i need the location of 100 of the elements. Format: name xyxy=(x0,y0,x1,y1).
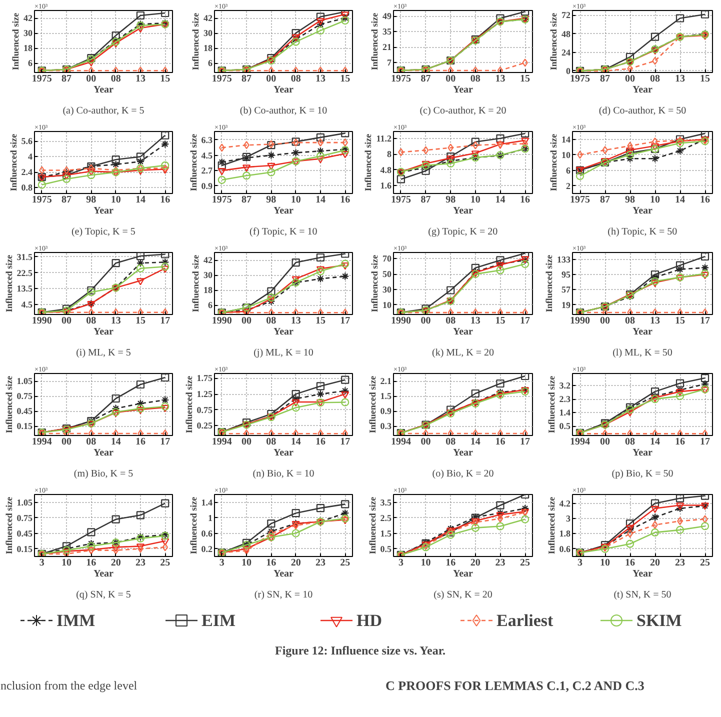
text: (k) ML, K = 20 xyxy=(432,348,494,358)
x-tick-label: 98 xyxy=(625,194,635,206)
y-tick-label: 0.15 xyxy=(16,421,33,431)
x-tick-label: 16 xyxy=(160,194,170,206)
x-tick-label: 13 xyxy=(135,74,146,84)
text: (l) ML, K = 50 xyxy=(612,348,672,358)
x-tick-label: 1975 xyxy=(390,194,411,206)
text: nclusion from the edge level xyxy=(0,678,138,692)
x-tick-label: 14 xyxy=(110,436,121,448)
y-axis-title: Influenced size xyxy=(370,12,380,70)
text: (g) Topic, K = 20 xyxy=(428,226,498,238)
y-tick-label: 48 xyxy=(562,28,571,39)
x-tick-label: 00 xyxy=(242,436,252,448)
x-axis-title: Year xyxy=(94,84,114,96)
y-tick-label: 3.2 xyxy=(559,380,571,391)
x-tick-label: 98 xyxy=(266,194,276,206)
y-tick-label: 0 xyxy=(566,66,571,76)
y-tick-label: 22.5 xyxy=(16,268,33,278)
y-tick-label: 0.5 xyxy=(380,544,392,554)
x-tick-label: 17 xyxy=(700,436,710,448)
text: (h) Topic, K = 50 xyxy=(608,226,678,238)
x-axis-title: Year xyxy=(274,448,294,458)
x-tick-label: 08 xyxy=(446,316,456,326)
y-tick-label: 1.75 xyxy=(196,373,213,384)
y-tick-label: 0.75 xyxy=(16,512,33,523)
y-tick-label: 1.4 xyxy=(559,408,571,418)
x-tick-label: 14 xyxy=(290,436,301,448)
y-tick-label: 14 xyxy=(562,134,571,144)
x-tick-label: 87 xyxy=(242,74,252,84)
x-tick-label: 25 xyxy=(160,558,170,568)
y-axis-title: Influenced size xyxy=(546,376,556,434)
x-tick-label: 00 xyxy=(600,436,610,448)
y-tick-label: 0.6 xyxy=(201,528,213,538)
caption: Figure 12: Influence size vs. Year. xyxy=(275,644,446,658)
y-tick-label: 3.5 xyxy=(380,497,392,508)
y-tick-label: 1.6 xyxy=(380,180,392,191)
x-tick-label: 15 xyxy=(135,316,146,326)
x-tick-label: 08 xyxy=(650,74,660,84)
x-tick-label: 00 xyxy=(86,74,96,84)
x-tick-label: 20 xyxy=(110,558,121,568)
x-tick-label: 13 xyxy=(315,74,326,84)
x-tick-label: 14 xyxy=(470,436,480,448)
y-tick-label: 42 xyxy=(24,13,33,24)
x-tick-label: 25 xyxy=(340,558,350,568)
x-tick-label: 23 xyxy=(675,558,685,568)
y-axis-title: Influenced size xyxy=(190,254,200,312)
y-tick-label: 72 xyxy=(562,10,571,20)
x-tick-label: 00 xyxy=(446,74,456,84)
y-axis-title: Influenced size xyxy=(190,12,200,70)
text: (r) SN, K = 10 xyxy=(254,590,313,600)
y-tick-label: 0.9 xyxy=(201,180,213,191)
x-tick-label: 98 xyxy=(446,194,456,206)
x-tick-label: 14 xyxy=(135,194,146,206)
x-tick-label: 1994 xyxy=(212,436,232,448)
y-tick-label: 5.6 xyxy=(21,136,33,146)
y-tick-label: 18 xyxy=(204,285,213,296)
x-tick-label: 1990 xyxy=(390,316,411,326)
legend-label: Earliest xyxy=(496,611,554,630)
x-tick-label: 08 xyxy=(446,436,456,448)
y-axis-title: Influenced size xyxy=(367,496,378,554)
x-tick-label: 1975 xyxy=(32,74,52,84)
y-tick-label: 30 xyxy=(204,28,213,38)
x-tick-label: 16 xyxy=(340,194,350,206)
y-tick-label: 31.5 xyxy=(16,252,33,262)
x-tick-label: 16 xyxy=(495,436,506,448)
y-tick-label: 70 xyxy=(382,254,392,264)
y-tick-label: 0.9 xyxy=(380,406,392,416)
x-axis-title: Year xyxy=(274,84,294,96)
x-axis-title: Year xyxy=(453,568,474,580)
x-tick-label: 00 xyxy=(625,74,635,84)
x-tick-label: 98 xyxy=(86,194,96,206)
x-axis-title: Year xyxy=(632,326,654,338)
text: (b) Co-author, K = 10 xyxy=(240,106,328,116)
x-tick-label: 10 xyxy=(420,558,431,568)
y-tick-label: 7 xyxy=(387,58,392,68)
y-tick-label: 133 xyxy=(557,254,571,264)
text: (n) Bio, K = 10 xyxy=(252,468,314,480)
y-tick-label: 0.75 xyxy=(196,404,213,415)
x-tick-label: 87 xyxy=(62,74,72,84)
y-axis-title: Influenced size xyxy=(548,134,558,192)
y-tick-label: 21 xyxy=(382,42,392,52)
x-tick-label: 1975 xyxy=(570,194,590,206)
y-tick-label: 4.5 xyxy=(201,150,213,160)
x-tick-label: 14 xyxy=(315,194,326,206)
y-tick-label: 42 xyxy=(204,255,213,266)
legend-label: EIM xyxy=(202,611,236,630)
x-tick-label: 15 xyxy=(675,316,685,326)
y-tick-label: 2.7 xyxy=(201,166,213,176)
y-tick-label: 2 xyxy=(566,180,571,191)
x-axis-title: Year xyxy=(274,206,294,216)
x-tick-label: 16 xyxy=(625,558,635,568)
x-tick-label: 15 xyxy=(495,316,506,326)
y-axis-title: Influenced size xyxy=(4,376,14,434)
text: (e) Topic, K = 5 xyxy=(71,226,136,238)
legend-label: HD xyxy=(356,611,382,630)
x-tick-label: 25 xyxy=(520,558,530,568)
y-tick-label: 50 xyxy=(382,269,392,280)
x-tick-label: 15 xyxy=(700,74,710,84)
y-tick-label: 6 xyxy=(28,58,33,68)
x-tick-label: 23 xyxy=(135,558,146,568)
